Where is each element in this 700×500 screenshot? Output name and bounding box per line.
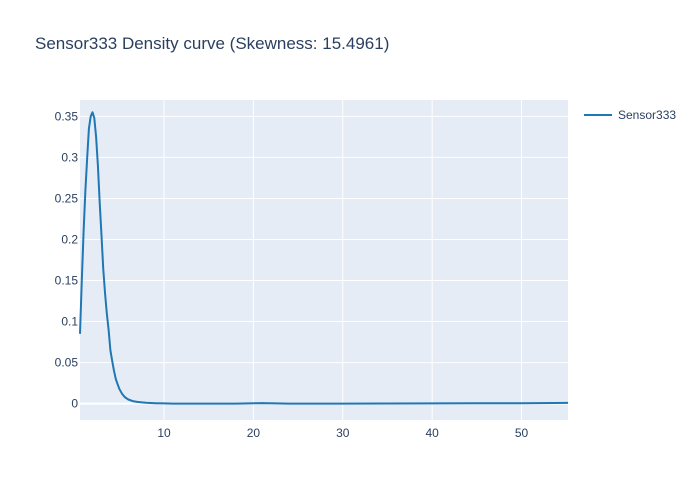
x-tick-label: 20 (247, 426, 261, 440)
grid-lines (80, 100, 568, 420)
y-tick-label: 0.3 (61, 150, 78, 164)
x-tick-label: 40 (425, 426, 439, 440)
y-tick-label: 0.15 (55, 274, 79, 288)
y-tick-label: 0.25 (55, 191, 79, 205)
plot-area (80, 100, 568, 420)
y-tick-label: 0.05 (55, 356, 79, 370)
legend[interactable]: Sensor333 (584, 108, 676, 122)
legend-label[interactable]: Sensor333 (618, 108, 676, 122)
x-tick-label: 30 (336, 426, 350, 440)
y-axis: 0 0.05 0.1 0.15 0.2 0.25 0.3 0.35 (55, 109, 79, 410)
x-tick-label: 10 (157, 426, 171, 440)
chart-title: Sensor333 Density curve (Skewness: 15.49… (35, 34, 390, 53)
y-tick-label: 0.1 (61, 315, 78, 329)
x-tick-label: 50 (515, 426, 529, 440)
x-axis: 10 20 30 40 50 (157, 426, 528, 440)
y-tick-label: 0.2 (61, 232, 78, 246)
y-tick-label: 0.35 (55, 109, 79, 123)
y-tick-label: 0 (71, 397, 78, 411)
series-line-sensor333 (79, 111, 569, 405)
series-layer (79, 111, 569, 405)
